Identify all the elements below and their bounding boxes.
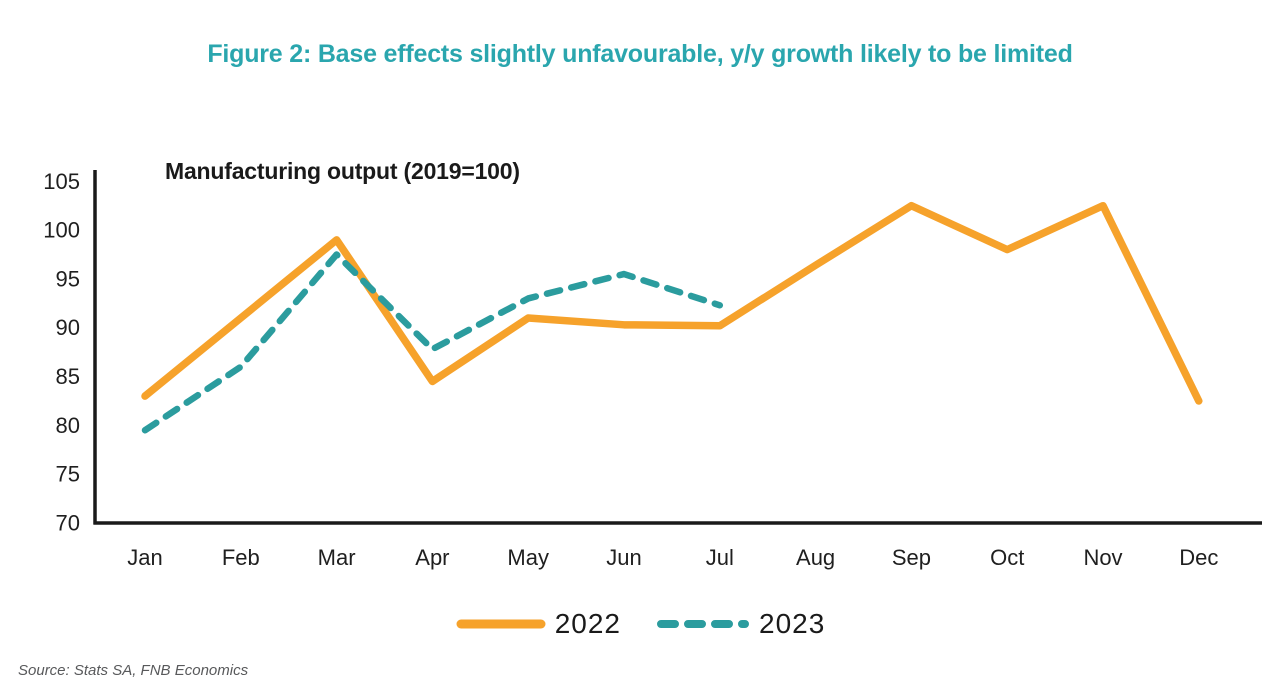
y-tick-label: 75: [56, 462, 80, 487]
chart-subtitle: Manufacturing output (2019=100): [165, 158, 520, 184]
x-tick-label: Jan: [127, 545, 162, 570]
legend: 2022 2023: [0, 608, 1280, 640]
x-tick-label: Jun: [606, 545, 641, 570]
x-tick-label: Apr: [415, 545, 449, 570]
legend-label-2023: 2023: [759, 608, 826, 639]
x-tick-label: Nov: [1083, 545, 1122, 570]
figure-title: Figure 2: Base effects slightly unfavour…: [207, 40, 1073, 68]
y-tick-label: 95: [56, 266, 80, 291]
x-tick-label: Sep: [892, 545, 931, 570]
legend-item-2022: 2022: [455, 608, 621, 640]
source-note: Source: Stats SA, FNB Economics: [18, 662, 249, 679]
legend-swatch-solid-icon: [456, 619, 546, 629]
legend-item-2023: 2023: [655, 608, 825, 640]
y-tick-label: 70: [56, 511, 80, 536]
x-tick-label: Dec: [1179, 545, 1218, 570]
y-tick-label: 100: [43, 218, 80, 243]
y-tick-label: 90: [56, 315, 80, 340]
series-line-2023: [141, 251, 724, 434]
x-tick-label: Aug: [796, 545, 835, 570]
x-tick-label: Feb: [222, 545, 260, 570]
legend-swatch-dashed-icon: [657, 620, 749, 628]
x-tick-label: Mar: [318, 545, 356, 570]
line-chart: 70 75 80 85 90 95 100 105 Jan Feb Mar Apr May Jun Jul A…: [43, 169, 1262, 570]
x-tick-label: May: [507, 545, 549, 570]
legend-label-2022: 2022: [554, 608, 621, 639]
x-tick-label: Jul: [706, 545, 734, 570]
x-tick-label: Oct: [990, 545, 1024, 570]
series-line-2022: [141, 201, 1203, 405]
y-tick-label: 85: [56, 364, 80, 389]
y-tick-label: 80: [56, 413, 80, 438]
y-tick-label: 105: [43, 169, 80, 194]
